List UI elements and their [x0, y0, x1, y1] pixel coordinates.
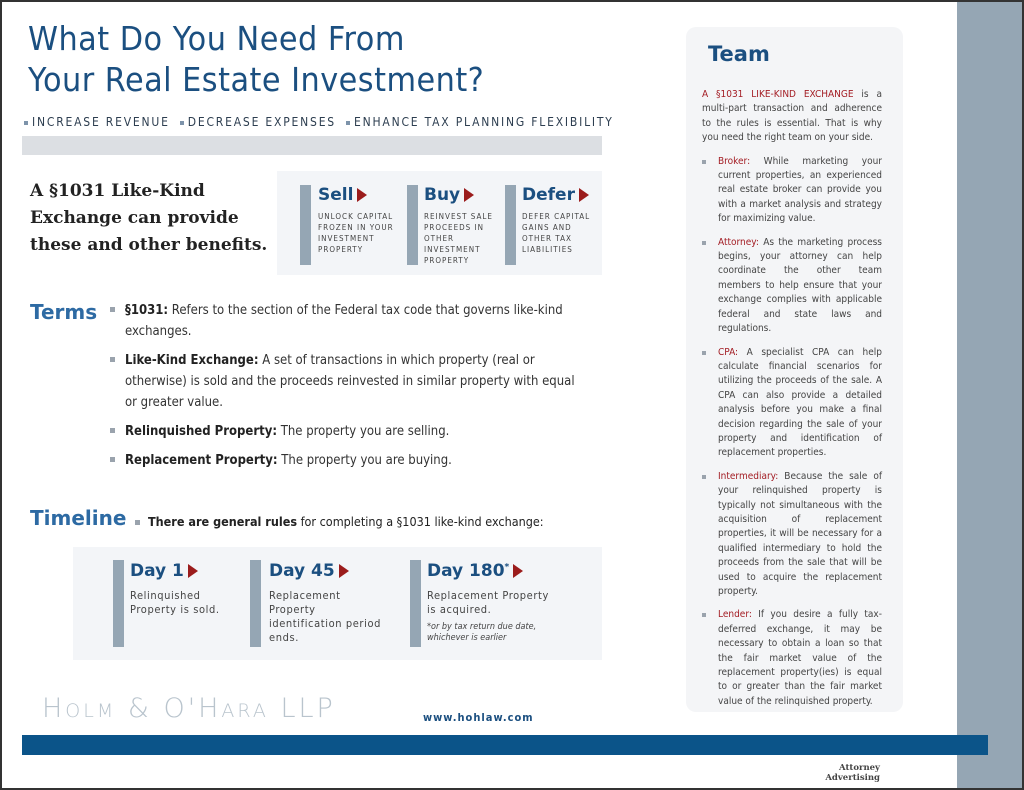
term-item: Replacement Property: The property you a…: [110, 450, 580, 471]
timeline-day: Day 1 Relinquished Property is sold.: [130, 561, 220, 616]
term-item: Like-Kind Exchange: A set of transaction…: [110, 350, 580, 413]
goals-list: INCREASE REVENUE DECREASE EXPENSES ENHAN…: [24, 115, 614, 129]
benefits-box: Sell UNLOCK CAPITAL FROZEN IN YOUR INVES…: [277, 171, 602, 275]
side-strip: [957, 0, 1024, 790]
terms-heading: Terms: [30, 300, 98, 324]
page-title: What Do You Need From Your Real Estate I…: [28, 18, 484, 100]
benefit-label: Sell: [318, 185, 354, 205]
timeline-box: Day 1 Relinquished Property is sold. Day…: [73, 547, 602, 660]
divider-bar: [22, 136, 602, 155]
team-member: Intermediary: Because the sale of your r…: [702, 470, 882, 600]
title-line: What Do You Need From: [28, 19, 405, 58]
arrow-right-icon: [338, 564, 349, 578]
footer-bar: [22, 735, 988, 755]
arrow-right-icon: [357, 188, 368, 202]
timeline-heading: Timeline: [30, 506, 127, 530]
arrow-right-icon: [187, 564, 198, 578]
timeline-intro: There are general rules for completing a…: [135, 514, 544, 529]
arrow-right-icon: [578, 188, 589, 202]
benefit-text: REINVEST SALE PROCEEDS IN OTHER INVESTME…: [424, 212, 493, 265]
term-item: §1031: Refers to the section of the Fede…: [110, 300, 580, 342]
term-item: Relinquished Property: The property you …: [110, 421, 580, 442]
benefit-label: Defer: [522, 185, 575, 205]
benefit-sell: Sell UNLOCK CAPITAL FROZEN IN YOUR INVES…: [318, 185, 403, 255]
team-panel: [686, 27, 903, 712]
benefit-text: DEFER CAPITAL GAINS AND OTHER TAX LIABIL…: [522, 212, 591, 254]
arrow-right-icon: [464, 188, 475, 202]
team-heading: Team: [708, 42, 770, 66]
benefit-label: Buy: [424, 185, 461, 205]
timeline-day: Day 45 Replacement Property identificati…: [269, 561, 381, 644]
benefit-intro: A §1031 Like-Kind Exchange can provide t…: [30, 181, 268, 255]
terms-list: §1031: Refers to the section of the Fede…: [110, 300, 580, 479]
team-member: Lender: If you desire a fully tax-deferr…: [702, 608, 882, 709]
attorney-advertising: Attorney Advertising: [825, 763, 880, 783]
firm-logo: Holm & O'Hara LLP: [42, 693, 336, 724]
arrow-right-icon: [513, 564, 524, 578]
timeline-day: Day 180* Replacement Property is acquire…: [427, 561, 577, 644]
footnote: *or by tax return due date, whichever is…: [427, 622, 537, 643]
team-member: Attorney: As the marketing process begin…: [702, 236, 882, 337]
goal: INCREASE REVENUE: [24, 115, 170, 129]
website-link[interactable]: www.hohlaw.com: [423, 711, 534, 724]
goal: ENHANCE TAX PLANNING FLEXIBILITY: [346, 115, 614, 129]
title-line: Your Real Estate Investment?: [28, 60, 485, 99]
team-member: CPA: A specialist CPA can help calculate…: [702, 346, 882, 461]
benefit-defer: Defer DEFER CAPITAL GAINS AND OTHER TAX …: [522, 185, 592, 255]
benefit-text: UNLOCK CAPITAL FROZEN IN YOUR INVESTMENT…: [318, 212, 394, 254]
benefit-buy: Buy REINVEST SALE PROCEEDS IN OTHER INVE…: [424, 185, 504, 266]
team-member: Broker: While marketing your current pro…: [702, 155, 882, 227]
goal: DECREASE EXPENSES: [180, 115, 336, 129]
team-text: A §1031 LIKE-KIND EXCHANGE is a multi-pa…: [702, 88, 882, 718]
